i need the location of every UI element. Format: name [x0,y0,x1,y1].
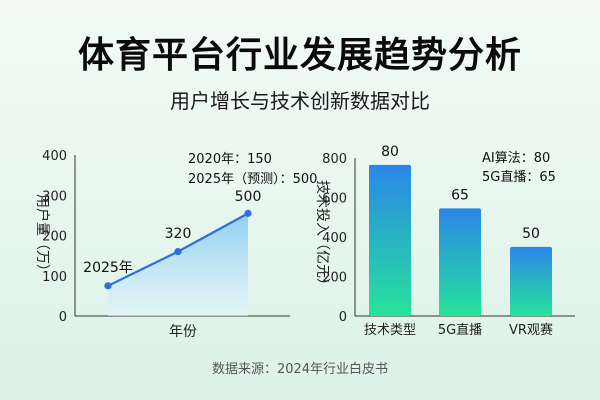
y-tick-label: 800 [322,152,347,167]
data-point [174,248,182,256]
x-tick-label: 5G直播 [438,323,482,338]
y-tick-label: 200 [322,271,347,286]
x-axis-label: 年份 [169,324,197,340]
page-subtitle: 用户增长与技术创新数据对比 [170,89,430,113]
bar-value-label: 65 [451,187,469,203]
y-axis-label: 技术投入（亿元） [314,180,330,292]
y-tick-label: 0 [339,310,347,325]
y-tick-label: 400 [42,149,67,164]
bar [439,208,481,316]
point-label: 2025年 [83,260,133,276]
area-fill [108,213,248,316]
y-tick-label: 300 [42,189,67,204]
y-tick-label: 100 [42,270,67,285]
bar-value-label: 80 [381,144,399,160]
annotation-text: 2020年：150 [188,152,272,167]
y-axis-label: 用户量（万） [34,194,51,278]
y-tick-label: 200 [42,230,67,245]
y-tick-label: 600 [322,192,347,207]
y-tick-label: 0 [59,310,67,325]
x-tick-label: VR观赛 [509,322,553,338]
bar [369,164,411,316]
page-title: 体育平台行业发展趋势分析 [77,35,522,76]
y-tick-label: 400 [322,231,347,246]
x-tick-label: 技术类型 [364,323,416,338]
point-label: 320 [165,226,192,242]
bar [510,246,552,316]
annotation-text: 5G直播：65 [482,170,556,185]
annotation-text: 2025年（预测）：500 [188,172,317,187]
point-label: 500 [235,189,262,205]
data-point [244,209,252,217]
annotation-text: AI算法：80 [482,151,550,166]
tech-investment-chart: 0 200 400 600 800 80 技术类型 65 5G直播 50 VR观赛 AI算法：80 5G… [314,144,575,338]
data-source: 数据来源：2024年行业白皮书 [211,362,389,377]
user-growth-chart: 0 100 200 300 400 2025年 320 500 2020年：150 2025年（预… [34,149,317,340]
data-point [104,282,112,290]
bar-value-label: 50 [522,226,540,242]
